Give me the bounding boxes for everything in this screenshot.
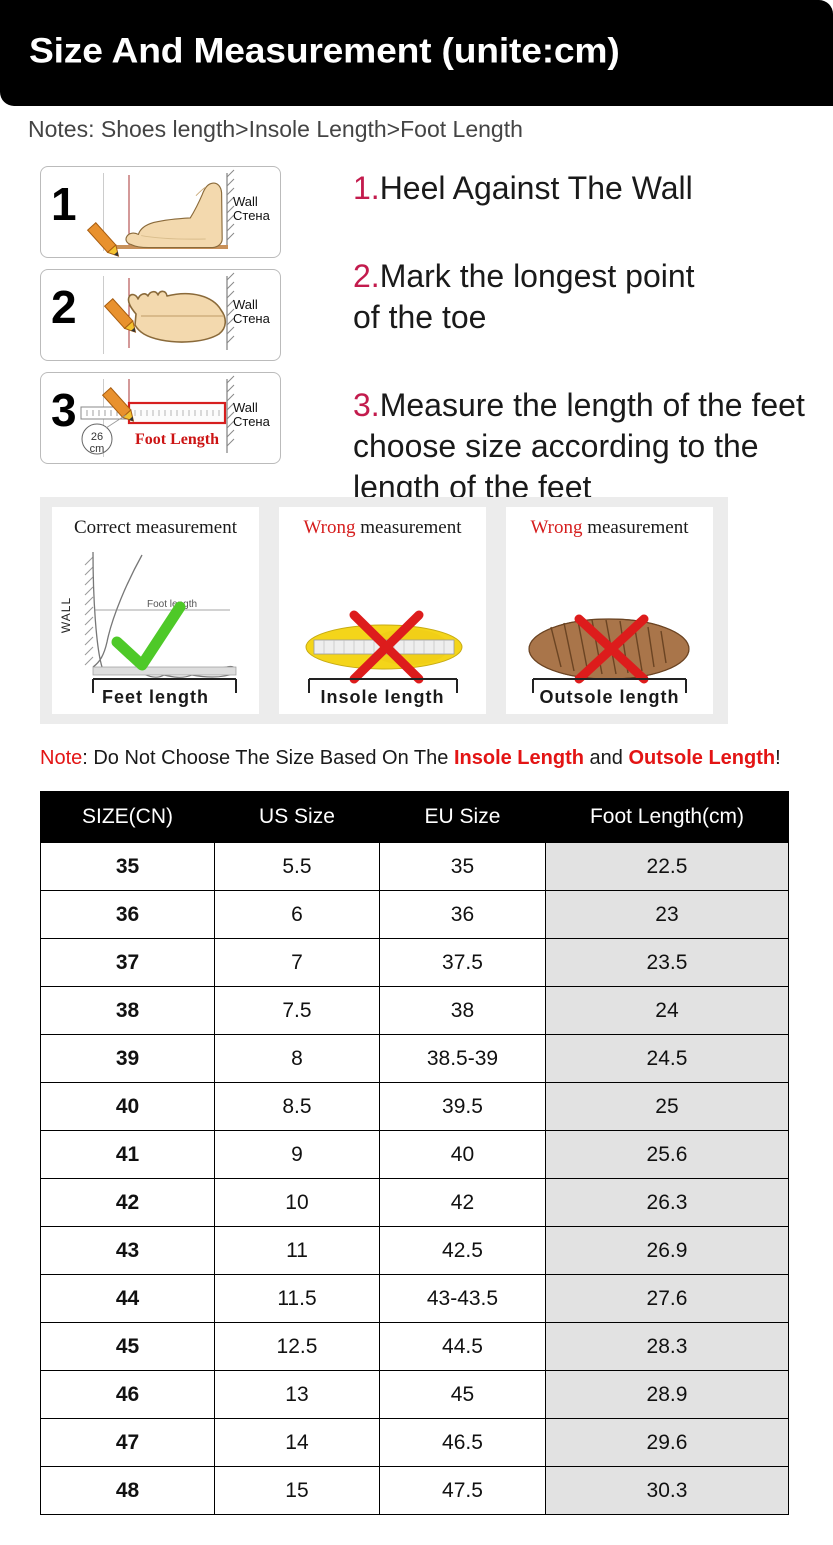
svg-text:WALL: WALL (59, 597, 73, 633)
svg-text:Foot length: Foot length (147, 599, 197, 610)
